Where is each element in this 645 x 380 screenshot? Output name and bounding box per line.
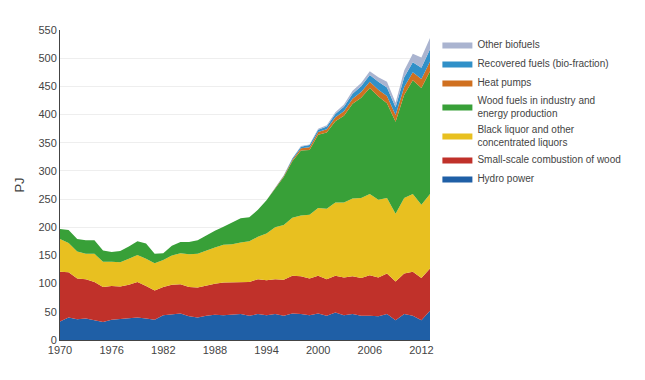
svg-text:2006: 2006 <box>358 344 382 356</box>
svg-text:100: 100 <box>38 277 56 289</box>
svg-text:PJ: PJ <box>12 177 27 192</box>
svg-text:1988: 1988 <box>203 344 227 356</box>
svg-text:1982: 1982 <box>151 344 175 356</box>
svg-text:150: 150 <box>38 249 56 261</box>
svg-text:450: 450 <box>38 80 56 92</box>
svg-text:550: 550 <box>38 24 56 36</box>
svg-text:2000: 2000 <box>306 344 330 356</box>
svg-text:1994: 1994 <box>254 344 278 356</box>
svg-text:250: 250 <box>38 193 56 205</box>
svg-text:50: 50 <box>45 306 57 318</box>
svg-text:Wood fuels in industry andener: Wood fuels in industry andenergy product… <box>477 95 595 119</box>
svg-text:500: 500 <box>38 52 56 64</box>
svg-text:Hydro power: Hydro power <box>477 173 534 184</box>
svg-text:Heat pumps: Heat pumps <box>477 77 531 88</box>
svg-text:200: 200 <box>38 221 56 233</box>
svg-text:2012: 2012 <box>409 344 433 356</box>
svg-text:Small-scale combustion of wood: Small-scale combustion of wood <box>477 154 620 165</box>
svg-text:350: 350 <box>38 137 56 149</box>
svg-text:300: 300 <box>38 165 56 177</box>
svg-text:Black liquor and otherconcentr: Black liquor and otherconcentrated liquo… <box>477 124 574 148</box>
svg-text:Recovered fuels (bio-fraction): Recovered fuels (bio-fraction) <box>477 58 608 69</box>
svg-text:1976: 1976 <box>99 344 123 356</box>
svg-text:1970: 1970 <box>48 344 72 356</box>
svg-text:400: 400 <box>38 108 56 120</box>
svg-text:0: 0 <box>51 334 57 346</box>
svg-text:Other biofuels: Other biofuels <box>477 39 539 50</box>
